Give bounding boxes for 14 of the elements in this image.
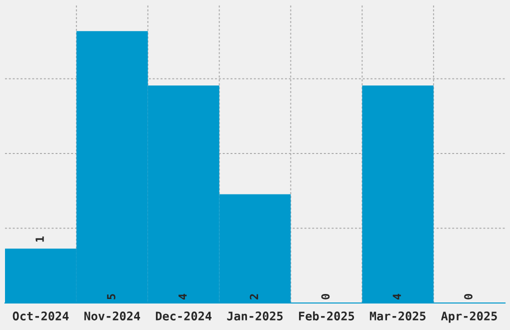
x-tick-label: Mar-2025 [370, 312, 426, 320]
x-tick-label: Jan-2025 [227, 312, 283, 320]
data-label: 5 [107, 294, 116, 300]
x-tick-label: Nov-2024 [84, 312, 140, 320]
data-label: 4 [178, 294, 187, 300]
x-tick-label: Apr-2025 [441, 312, 497, 323]
x-tick-label: Dec-2024 [156, 312, 212, 320]
x-tick-label: Feb-2025 [299, 311, 354, 320]
data-label: 0 [464, 294, 473, 300]
data-label: 1 [36, 236, 44, 242]
data-label: 4 [392, 294, 401, 300]
x-tick-label: Oct-2024 [12, 312, 69, 320]
data-label: 2 [250, 294, 258, 300]
data-label: 0 [321, 294, 330, 300]
